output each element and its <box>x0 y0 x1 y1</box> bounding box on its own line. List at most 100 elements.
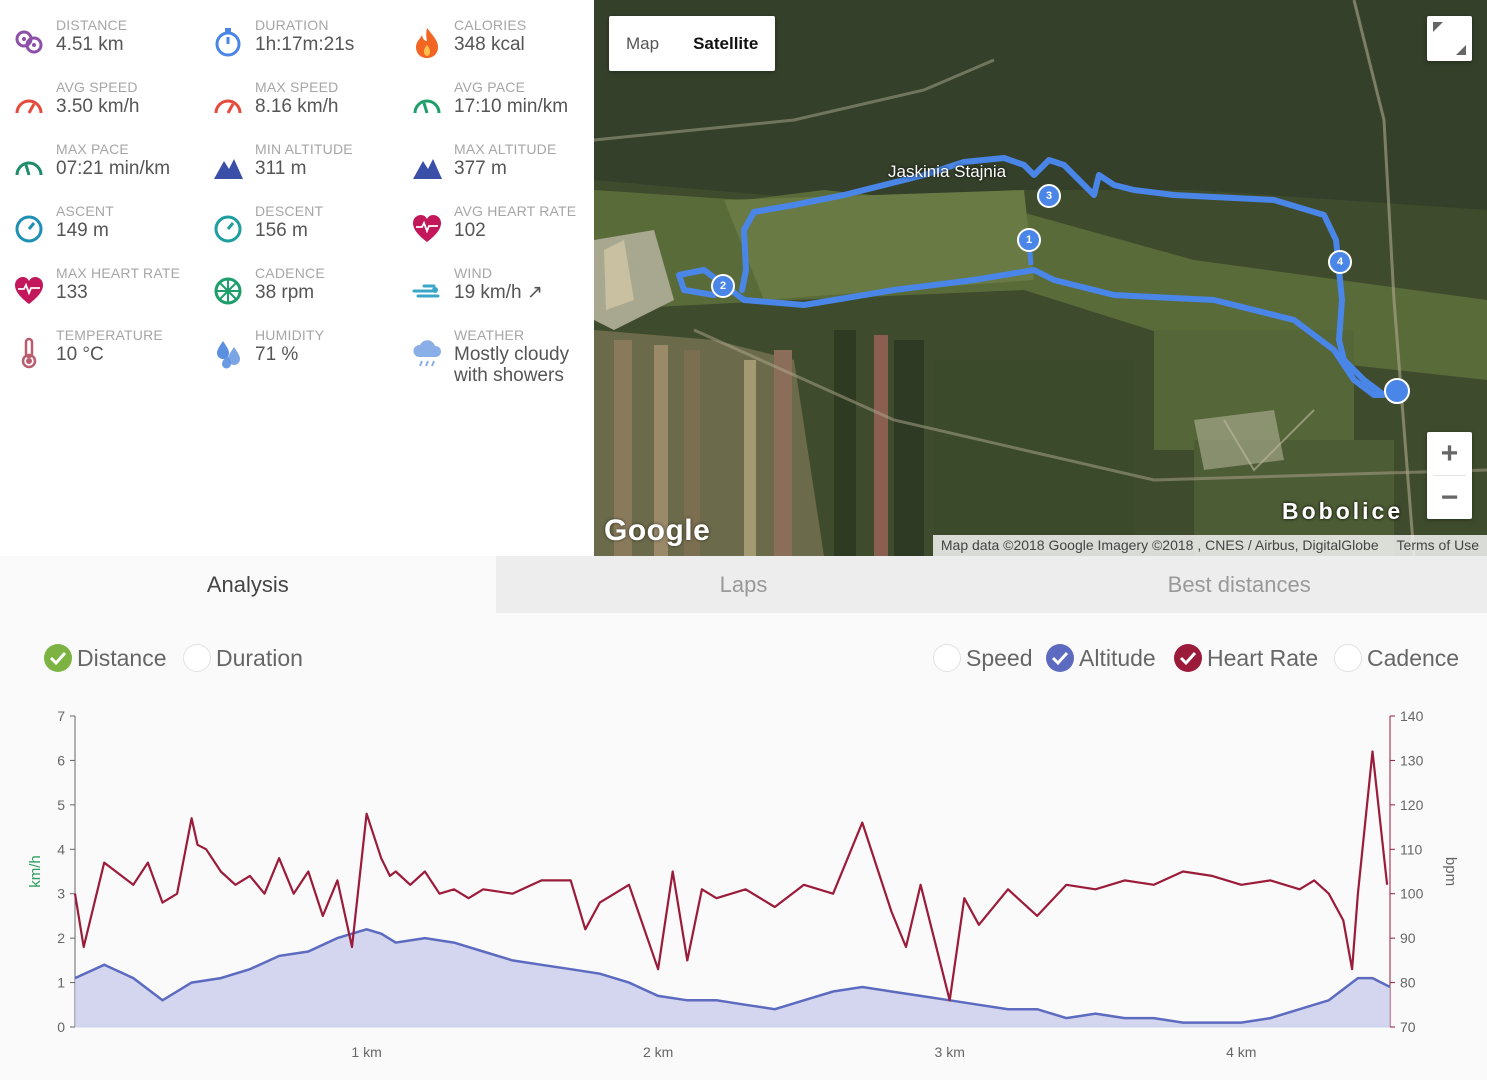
poi-label: Jaskinia Stajnia <box>888 162 1007 181</box>
lap-marker-4[interactable]: 4 <box>1328 250 1352 274</box>
stat-label: DURATION <box>255 17 329 33</box>
zoom-in-button[interactable]: + <box>1440 437 1459 470</box>
option-duration[interactable]: Duration <box>183 644 303 672</box>
left-tick-label: 7 <box>57 708 65 724</box>
mountain-icon <box>211 149 245 183</box>
tab-best-distances[interactable]: Best distances <box>991 556 1487 613</box>
altitude-line <box>74 927 1391 1024</box>
right-tick-label: 110 <box>1400 841 1423 857</box>
flame-icon <box>410 25 444 59</box>
compass-icon <box>211 211 245 245</box>
tab-analysis[interactable]: Analysis <box>0 556 496 613</box>
left-tick-label: 0 <box>57 1019 65 1035</box>
stat-value: 38 rpm <box>255 282 315 303</box>
stats-panel: DISTANCE 4.51 km DURATION 1h:17m:21s CALORIE… <box>0 0 594 556</box>
stat-label: HUMIDITY <box>255 327 325 343</box>
altitude-area <box>75 929 1390 1027</box>
google-logo: Google <box>604 514 711 547</box>
gauge-icon <box>410 87 444 121</box>
stat-label: DISTANCE <box>56 17 128 33</box>
option-label: Duration <box>216 644 303 671</box>
left-tick-label: 1 <box>57 975 65 991</box>
stat-value: 3.50 km/h <box>56 96 140 117</box>
option-label: Altitude <box>1079 644 1156 671</box>
option-label: Heart Rate <box>1207 644 1319 671</box>
option-label: Cadence <box>1367 644 1460 671</box>
mountain-icon <box>410 149 444 183</box>
stat-label: TEMPERATURE <box>56 327 163 343</box>
lap-marker-2[interactable]: 2 <box>711 274 735 298</box>
place-label: Bobolice <box>1282 498 1404 524</box>
stat-value: 348 kcal <box>454 34 525 55</box>
left-axis-title: km/h <box>27 855 44 888</box>
option-cadence[interactable]: Cadence <box>1334 644 1459 672</box>
chart-panel: Distance Duration Speed Altitude Heart Rate… <box>0 613 1487 1080</box>
map-type-satellite-button[interactable]: Satellite <box>693 34 759 53</box>
stat-label: WIND <box>454 265 493 281</box>
lap-marker-1[interactable]: 1 <box>1017 228 1041 252</box>
option-heart-rate[interactable]: Heart Rate <box>1174 644 1318 672</box>
heart-icon <box>12 273 46 307</box>
lap-marker-3[interactable]: 3 <box>1037 184 1061 208</box>
tab-laps[interactable]: Laps <box>495 556 992 613</box>
option-altitude[interactable]: Altitude <box>1046 644 1156 672</box>
checkmark-icon[interactable] <box>1174 644 1202 672</box>
x-tick-label: 1 km <box>351 1044 381 1060</box>
stat-label: AVG HEART RATE <box>454 203 577 219</box>
speedometer-icon <box>12 87 46 121</box>
option-speed[interactable]: Speed <box>933 644 1033 672</box>
left-tick-label: 5 <box>57 797 65 813</box>
stat-value: 17:10 min/km <box>454 96 569 117</box>
x-tick-label: 2 km <box>643 1044 673 1060</box>
map-attribution: Map data ©2018 Google Imagery ©2018 , CN… <box>932 535 1487 556</box>
stat-label: CADENCE <box>255 265 325 281</box>
wheel-icon <box>211 273 245 307</box>
stat-value: 149 m <box>56 220 109 241</box>
stat-value: 1h:17m:21s <box>255 34 355 55</box>
checkmark-icon[interactable] <box>44 644 72 672</box>
option-distance[interactable]: Distance <box>44 644 166 672</box>
stat-label: AVG PACE <box>454 79 526 95</box>
stat-label: MAX HEART RATE <box>56 265 181 281</box>
option-label: Distance <box>77 644 167 671</box>
empty-circle-icon[interactable] <box>1334 644 1362 672</box>
right-tick-label: 130 <box>1400 752 1424 768</box>
stat-value: 8.16 km/h <box>255 96 339 117</box>
analysis-chart: 0 1 2 3 4 5 6 7 70 80 90 100 110 120 130 140 1 km 2 km 3 k… <box>27 708 1459 1060</box>
heart-rate-line <box>73 750 1389 1002</box>
distance-icon <box>12 25 46 59</box>
left-tick-label: 4 <box>57 841 65 857</box>
map-type-map-button[interactable]: Map <box>626 34 660 53</box>
speedometer-icon <box>211 87 245 121</box>
right-tick-label: 140 <box>1400 708 1424 724</box>
heart-icon <box>410 211 444 245</box>
terms-link[interactable]: Terms of Use <box>1396 537 1479 553</box>
zoom-out-button[interactable]: − <box>1440 481 1459 514</box>
finish-marker[interactable] <box>1384 378 1410 404</box>
stat-label: MIN ALTITUDE <box>255 141 353 157</box>
empty-circle-icon[interactable] <box>183 644 211 672</box>
tab-bar: Analysis Laps Best distances <box>0 556 1487 613</box>
right-axis-title: bpm <box>1442 857 1459 886</box>
stat-value: 102 <box>454 220 486 241</box>
stat-label: CALORIES <box>454 17 527 33</box>
checkmark-icon[interactable] <box>1046 644 1074 672</box>
droplets-icon <box>211 335 245 369</box>
empty-circle-icon[interactable] <box>933 644 961 672</box>
map-panel[interactable]: Jaskinia Stajnia Bobolice 1 2 3 4 Map Satel… <box>594 0 1487 556</box>
stat-label: ASCENT <box>56 203 114 219</box>
left-tick-label: 6 <box>57 752 65 768</box>
x-tick-label: 4 km <box>1226 1044 1256 1060</box>
stat-label: MAX ALTITUDE <box>454 141 557 157</box>
map-data-text: Map data ©2018 Google Imagery ©2018 , CN… <box>940 537 1379 553</box>
stat-label: WEATHER <box>454 327 525 343</box>
stat-label: MAX PACE <box>56 141 129 157</box>
stat-value: 311 m <box>255 158 307 179</box>
right-tick-label: 100 <box>1400 886 1424 902</box>
fullscreen-button[interactable] <box>1427 16 1472 61</box>
stat-value: 133 <box>56 282 88 303</box>
stat-value: 4.51 km <box>56 34 124 55</box>
stat-value: 156 m <box>255 220 308 241</box>
right-tick-label: 80 <box>1400 975 1416 991</box>
